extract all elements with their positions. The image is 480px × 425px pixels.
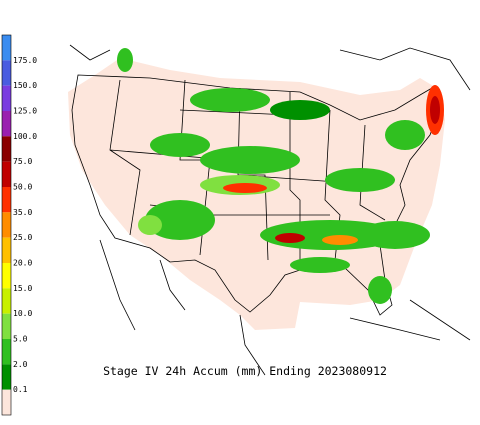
us-border [71, 74, 441, 316]
colorbar-label: 15.0 [13, 284, 32, 293]
colorbar-label: 125.0 [13, 107, 37, 116]
colorbar-swatch [2, 339, 11, 365]
colorbar-swatch [2, 288, 11, 314]
colorbar-label: 35.0 [13, 208, 32, 217]
colorbar-swatch [2, 364, 11, 390]
colorbar-label: 150.0 [13, 81, 37, 90]
colorbar-swatch [2, 212, 11, 238]
colorbar-swatch [2, 111, 11, 137]
colorbar-swatch [2, 85, 11, 111]
map-area [68, 44, 471, 376]
colorbar-label: 5.0 [13, 335, 28, 344]
colorbar-label: 75.0 [13, 157, 32, 166]
colorbar-swatch [2, 313, 11, 339]
colorbar-label: 175.0 [13, 56, 37, 65]
colorbar-label: 2.0 [13, 360, 28, 369]
colorbar-swatch [2, 136, 11, 162]
colorbar-swatch [2, 161, 11, 187]
colorbar-frame [1, 34, 12, 416]
colorbar-label: 50.0 [13, 183, 32, 192]
colorbar-swatch [2, 187, 11, 213]
colorbar-label: 20.0 [13, 259, 32, 268]
colorbar-swatch [2, 35, 11, 61]
colorbar-label: 100.0 [13, 132, 37, 141]
canada-mexico-coast [69, 44, 471, 376]
colorbar-swatch [2, 60, 11, 86]
colorbar-label: 10.0 [13, 309, 32, 318]
colorbar-label: 0.1 [13, 385, 28, 394]
colorbar: 175.0 150.0 125.0 100.0 75.0 50.0 35.0 25.0 20.0… [1, 34, 37, 416]
colorbar-swatch [2, 263, 11, 289]
colorbar-label: 25.0 [13, 233, 32, 242]
map-title: Stage IV 24h Accum (mm) Ending 202308091… [103, 364, 387, 378]
colorbar-swatch [2, 237, 11, 263]
precip-areas [117, 48, 444, 304]
colorbar-swatch [2, 389, 11, 415]
